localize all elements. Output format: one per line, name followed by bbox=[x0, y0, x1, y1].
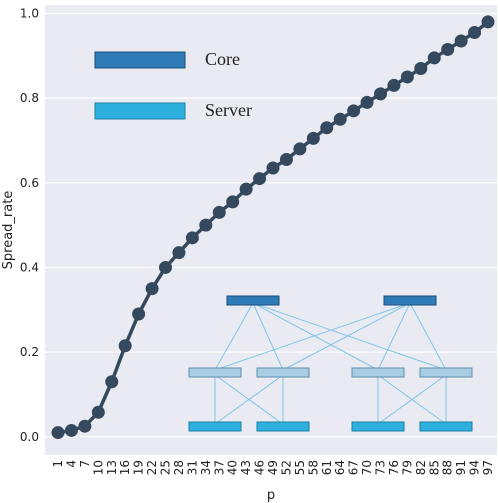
marker bbox=[293, 142, 307, 156]
x-tick-label: 19 bbox=[132, 460, 146, 475]
x-tick-label: 64 bbox=[333, 460, 347, 475]
network-diagram bbox=[188, 295, 473, 432]
legend-label: Server bbox=[205, 100, 252, 120]
legend: Core Server bbox=[94, 49, 252, 120]
y-axis-label: Spread_rate bbox=[1, 191, 16, 270]
x-tick-label: 67 bbox=[347, 460, 361, 475]
y-tick-label: 0.8 bbox=[20, 91, 39, 105]
marker bbox=[226, 195, 240, 209]
marker bbox=[118, 339, 132, 353]
x-tick-label: 43 bbox=[239, 460, 253, 475]
marker bbox=[145, 282, 159, 296]
x-tick-label: 70 bbox=[360, 460, 374, 475]
x-tick-label: 55 bbox=[293, 460, 307, 475]
x-tick-label: 34 bbox=[199, 460, 213, 475]
marker bbox=[414, 61, 428, 75]
marker bbox=[105, 375, 119, 389]
x-tick-label: 82 bbox=[414, 460, 428, 475]
x-tick-label: 97 bbox=[481, 460, 495, 475]
plot-area bbox=[45, 5, 497, 455]
x-tick-label: 25 bbox=[159, 460, 173, 475]
x-tick-label: 22 bbox=[145, 460, 159, 475]
x-tick-label: 73 bbox=[374, 460, 388, 475]
marker bbox=[185, 231, 199, 245]
marker bbox=[306, 131, 320, 145]
x-tick-label: 85 bbox=[427, 460, 441, 475]
x-tick-label: 40 bbox=[226, 460, 240, 475]
marker bbox=[91, 405, 105, 419]
y-tick-label: 0.0 bbox=[20, 430, 39, 444]
marker bbox=[374, 87, 387, 101]
marker bbox=[78, 419, 92, 433]
marker bbox=[132, 307, 146, 321]
x-tick-label: 46 bbox=[253, 460, 267, 475]
x-tick-label: 61 bbox=[320, 460, 334, 475]
x-axis-label: p bbox=[267, 488, 275, 503]
x-tick-label: 1 bbox=[51, 460, 65, 468]
x-tick-label: 10 bbox=[91, 460, 105, 475]
x-tick-label: 16 bbox=[118, 460, 132, 475]
y-tick-label: 0.6 bbox=[20, 176, 39, 190]
marker bbox=[360, 95, 374, 109]
marker bbox=[441, 42, 455, 56]
x-tick-label: 94 bbox=[468, 460, 482, 475]
y-tick-label: 1.0 bbox=[20, 6, 39, 20]
x-tick-label: 28 bbox=[172, 460, 186, 475]
marker bbox=[64, 423, 78, 437]
x-tick-label: 79 bbox=[400, 460, 414, 475]
marker bbox=[468, 26, 482, 40]
marker bbox=[333, 112, 347, 126]
marker bbox=[427, 51, 441, 65]
x-tick-label: 88 bbox=[441, 460, 455, 475]
marker bbox=[266, 161, 280, 175]
x-tick-label: 76 bbox=[387, 460, 401, 475]
y-tick-label: 0.4 bbox=[20, 260, 39, 274]
x-tick-label: 4 bbox=[64, 460, 78, 468]
legend-icon bbox=[94, 102, 186, 120]
marker bbox=[239, 182, 253, 196]
marker bbox=[172, 246, 186, 260]
marker bbox=[454, 34, 468, 48]
marker bbox=[279, 153, 293, 167]
x-tick-label: 37 bbox=[212, 460, 226, 475]
marker bbox=[51, 426, 65, 440]
marker bbox=[212, 205, 226, 219]
marker bbox=[400, 70, 414, 84]
legend-label: Core bbox=[205, 49, 240, 69]
marker bbox=[320, 121, 334, 135]
x-tick-label: 31 bbox=[185, 460, 199, 475]
x-tick-label: 7 bbox=[78, 460, 92, 468]
x-tick-label: 91 bbox=[454, 460, 468, 475]
marker bbox=[199, 218, 213, 232]
x-tick-label: 52 bbox=[279, 460, 293, 475]
marker bbox=[387, 78, 401, 92]
x-tick-label: 58 bbox=[306, 460, 320, 475]
legend-icon bbox=[94, 51, 186, 69]
marker bbox=[159, 260, 172, 274]
y-tick-label: 0.2 bbox=[20, 345, 39, 359]
x-tick-label: 49 bbox=[266, 460, 280, 475]
marker bbox=[347, 104, 361, 118]
x-tick-label: 13 bbox=[105, 460, 119, 475]
marker bbox=[481, 15, 495, 29]
grid bbox=[45, 12, 497, 438]
marker bbox=[253, 172, 267, 186]
